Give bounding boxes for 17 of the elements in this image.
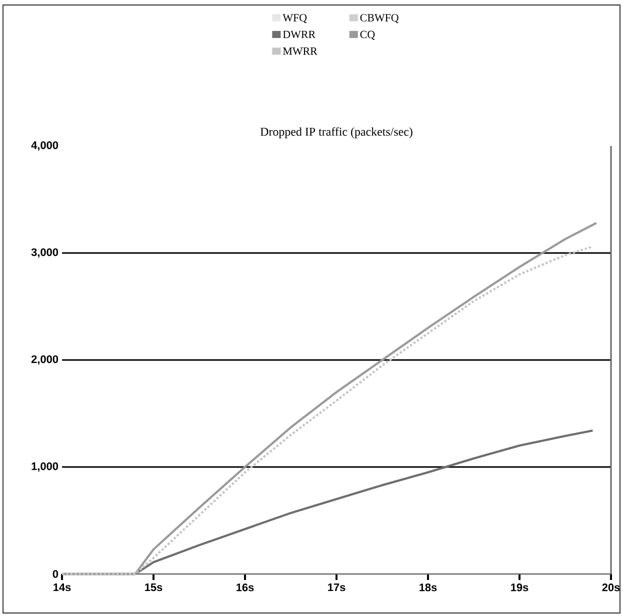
x-tick-label: 16s: [236, 584, 254, 592]
y-tick-label: 2,000: [31, 355, 58, 365]
legend-label: DWRR: [282, 30, 316, 38]
y-tick-label: 0: [52, 570, 58, 578]
legend-label: CQ: [360, 30, 375, 40]
y-tick-label: 4,000: [31, 141, 58, 151]
x-tick-label: 17s: [328, 584, 346, 592]
legend-label: CBWFQ: [360, 14, 399, 24]
x-tick-label: 15s: [145, 584, 162, 592]
chart-title: Dropped IP traffic (packets/sec): [260, 127, 412, 138]
x-tick-label: 19s: [511, 584, 528, 592]
y-tick-label: 1,000: [32, 462, 58, 472]
legend-label: MWRR: [282, 48, 318, 55]
y-tick-label: 3,000: [31, 248, 58, 258]
x-tick-label: 14s: [54, 584, 71, 592]
legend-label: WFQ: [282, 14, 307, 24]
x-tick-label: 18s: [420, 584, 437, 592]
